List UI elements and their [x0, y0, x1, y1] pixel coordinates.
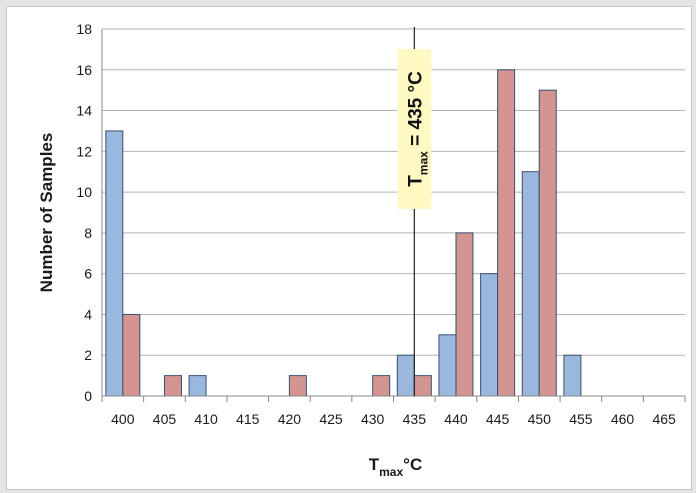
y-tick-label: 16: [76, 62, 92, 78]
bar-series-1: [563, 354, 582, 397]
x-tick-label: 455: [569, 411, 593, 427]
bar-series-1: [396, 354, 415, 397]
y-tick-label: 8: [84, 225, 92, 241]
y-tick-label: 2: [84, 347, 92, 363]
chart-frame: 0 2 4 6 8 10 12 14 16 18 400 405 410 415 420 425 430 435…: [6, 6, 692, 490]
x-tick-label: 420: [278, 411, 302, 427]
bar-series-1: [438, 334, 457, 397]
x-tick-label: 430: [361, 411, 385, 427]
bar-series-2: [497, 69, 516, 397]
tmax-label: Tmax = 435 °C: [405, 71, 430, 187]
bar-series-2: [288, 375, 307, 397]
x-tick-label: 465: [652, 411, 676, 427]
chart-svg: 0 2 4 6 8 10 12 14 16 18 400 405 410 415 420 425 430 435…: [37, 21, 686, 479]
bar-series-1: [105, 130, 124, 397]
x-tick-label: 410: [194, 411, 218, 427]
y-tick-label: 18: [76, 21, 92, 37]
y-axis-title: Number of Samples: [37, 133, 56, 293]
x-tick-label: 435: [403, 411, 427, 427]
x-tick-label: 450: [528, 411, 552, 427]
bar-series-1: [188, 375, 207, 397]
y-tick-labels: 0 2 4 6 8 10 12 14 16 18: [76, 21, 92, 404]
tmax-label-box: [397, 49, 432, 209]
y-tick-label: 12: [76, 143, 92, 159]
bar-series-2: [122, 313, 141, 397]
x-tick-label: 425: [319, 411, 343, 427]
x-tick-label: 400: [111, 411, 135, 427]
gridlines: [102, 28, 685, 356]
axes: [101, 29, 686, 402]
x-tick-label: 460: [611, 411, 635, 427]
bar-series-2: [163, 375, 182, 397]
y-tick-label: 14: [76, 103, 92, 119]
bar-series-2: [372, 375, 391, 397]
y-tick-label: 6: [84, 266, 92, 282]
tmax-annotation: Tmax = 435 °C: [397, 27, 432, 396]
bar-series-2: [455, 232, 474, 397]
bar-series-2: [538, 89, 557, 397]
y-tick-label: 0: [84, 388, 92, 404]
x-tick-label: 445: [486, 411, 510, 427]
bar-series-2: [413, 375, 432, 397]
y-tick-label: 4: [84, 306, 92, 322]
x-tick-label: 440: [444, 411, 468, 427]
x-tick-label: 405: [153, 411, 177, 427]
bar-series-1: [521, 171, 540, 397]
bar-series-1: [480, 273, 499, 397]
x-tick-labels: 400 405 410 415 420 425 430 435 440 445 450 455 460 4…: [111, 411, 676, 427]
y-tick-label: 10: [76, 184, 92, 200]
x-axis-title: Tmax°C: [369, 455, 423, 479]
x-tick-label: 415: [236, 411, 260, 427]
